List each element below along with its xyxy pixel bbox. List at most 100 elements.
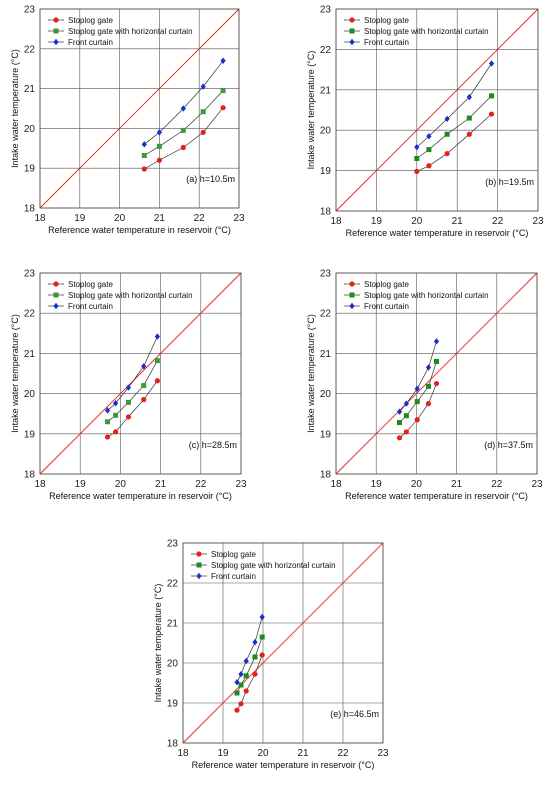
data-point-front-curtain: [444, 115, 450, 123]
data-point-stoplog-gate: [259, 652, 265, 658]
data-point-horizontal-curtain: [403, 413, 409, 419]
data-point-horizontal-curtain: [466, 115, 472, 121]
y-tick-label: 21: [167, 619, 179, 630]
y-tick-label: 19: [167, 699, 179, 710]
y-tick-label: 23: [24, 269, 36, 280]
x-tick-label: 23: [531, 479, 543, 490]
data-point-front-curtain: [154, 333, 160, 340]
data-point-stoplog-gate: [112, 429, 119, 435]
panel-label: (e) h=46.5m: [330, 709, 379, 719]
legend-entry: Stoplog gate with horizontal curtain: [68, 291, 193, 300]
legend-marker-diamond: [196, 572, 202, 580]
x-axis-label: Reference water temperature in reservoir…: [48, 225, 231, 235]
data-point-horizontal-curtain: [180, 127, 186, 133]
data-point-horizontal-curtain: [141, 383, 147, 389]
legend-entry: Front curtain: [364, 302, 409, 311]
reference-line-y-equals-x: [39, 272, 242, 475]
data-point-stoplog-gate: [414, 417, 420, 423]
data-point-horizontal-curtain: [259, 634, 265, 640]
data-point-horizontal-curtain: [434, 358, 439, 364]
y-axis-label: Intake water temperature (°C): [306, 314, 316, 433]
data-point-horizontal-curtain: [414, 399, 420, 405]
data-point-horizontal-curtain: [105, 419, 111, 425]
y-tick-label: 19: [320, 429, 332, 440]
y-tick-label: 18: [24, 204, 36, 215]
data-point-horizontal-curtain: [252, 654, 258, 660]
x-tick-label: 18: [330, 479, 342, 490]
x-tick-label: 20: [257, 748, 269, 759]
data-point-stoplog-gate: [243, 688, 249, 694]
data-point-horizontal-curtain: [154, 358, 160, 364]
data-point-stoplog-gate: [414, 168, 420, 175]
data-point-front-curtain: [234, 679, 240, 686]
legend-marker-circle: [53, 17, 59, 23]
y-tick-label: 22: [24, 44, 36, 55]
data-point-front-curtain: [156, 129, 162, 136]
data-point-front-curtain: [396, 408, 403, 415]
y-tick-label: 18: [320, 470, 332, 481]
legend-marker-circle: [196, 551, 202, 557]
legend-entry: Front curtain: [364, 38, 409, 47]
data-point-stoplog-gate: [125, 414, 132, 420]
y-tick-label: 22: [320, 45, 332, 56]
x-tick-label: 23: [532, 216, 544, 227]
data-point-stoplog-gate: [141, 166, 147, 172]
data-point-horizontal-curtain: [141, 152, 147, 158]
y-tick-label: 19: [320, 166, 332, 177]
y-tick-label: 23: [320, 269, 332, 280]
x-tick-label: 19: [74, 213, 86, 224]
data-point-stoplog-gate: [141, 397, 147, 403]
data-point-front-curtain: [425, 364, 432, 371]
data-point-front-curtain: [414, 385, 420, 392]
data-point-front-curtain: [112, 400, 119, 407]
legend-marker-circle: [349, 17, 355, 23]
x-tick-label: 19: [75, 479, 87, 490]
data-point-horizontal-curtain: [425, 383, 431, 389]
data-point-horizontal-curtain: [113, 412, 119, 418]
data-point-front-curtain: [426, 133, 432, 140]
x-tick-label: 22: [337, 748, 349, 759]
reference-line-y-equals-x: [182, 542, 384, 744]
y-tick-label: 22: [167, 579, 179, 590]
data-point-front-curtain: [403, 400, 409, 407]
data-point-horizontal-curtain: [426, 147, 432, 153]
data-point-stoplog-gate: [200, 129, 206, 135]
x-axis-label: Reference water temperature in reservoir…: [346, 228, 529, 238]
panel-label: (d) h=37.5m: [484, 440, 533, 450]
x-tick-label: 20: [411, 216, 423, 227]
x-tick-label: 23: [233, 213, 245, 224]
legend-entry: Stoplog gate: [211, 550, 256, 559]
data-point-horizontal-curtain: [156, 143, 162, 149]
legend-marker-circle: [349, 281, 355, 287]
data-point-stoplog-gate: [396, 435, 403, 441]
x-tick-label: 21: [451, 479, 463, 490]
y-tick-label: 22: [320, 309, 332, 320]
legend-entry: Stoplog gate: [364, 16, 409, 25]
x-tick-label: 21: [452, 216, 464, 227]
data-point-stoplog-gate: [425, 401, 432, 407]
y-tick-label: 21: [320, 85, 332, 96]
legend-entry: Stoplog gate: [364, 280, 409, 289]
legend-entry: Stoplog gate with horizontal curtain: [68, 27, 193, 36]
x-tick-label: 20: [114, 213, 126, 224]
data-point-front-curtain: [125, 384, 132, 391]
data-point-front-curtain: [466, 93, 472, 101]
y-axis-label: Intake water temperature (°C): [153, 584, 163, 703]
x-tick-label: 19: [371, 216, 383, 227]
y-tick-label: 20: [24, 124, 36, 135]
data-point-stoplog-gate: [466, 131, 472, 137]
x-tick-label: 19: [371, 479, 383, 490]
y-tick-label: 21: [24, 349, 36, 360]
y-tick-label: 20: [320, 126, 332, 137]
data-point-stoplog-gate: [234, 707, 240, 713]
panel-label: (b) h=19.5m: [485, 177, 534, 187]
x-tick-label: 22: [491, 479, 503, 490]
legend-entry: Stoplog gate with horizontal curtain: [364, 291, 489, 300]
panel-label: (a) h=10.5m: [186, 174, 235, 184]
x-tick-label: 18: [330, 216, 342, 227]
y-tick-label: 23: [24, 5, 36, 16]
data-point-horizontal-curtain: [200, 109, 206, 115]
y-axis-label: Intake water temperature (°C): [10, 314, 20, 433]
